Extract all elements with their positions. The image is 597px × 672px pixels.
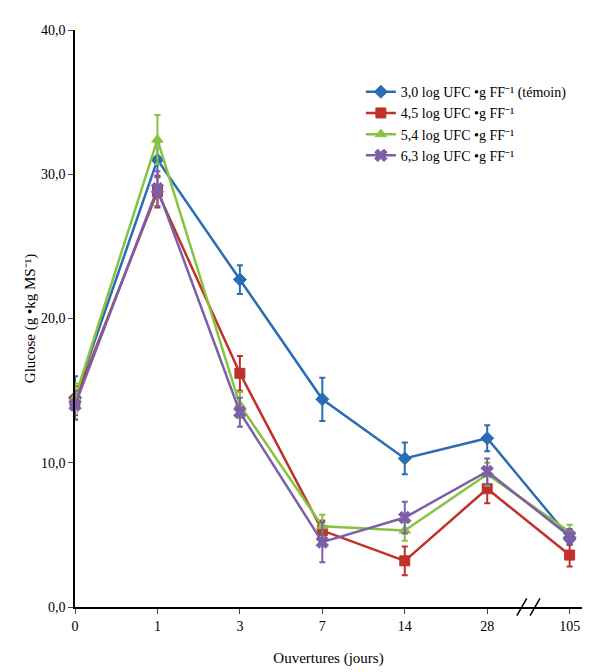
svg-text:28: 28 — [480, 619, 494, 634]
svg-text:40,0: 40,0 — [41, 23, 66, 38]
svg-text:Glucose (g •kg MS⁻¹): Glucose (g •kg MS⁻¹) — [22, 254, 39, 383]
svg-text:14: 14 — [398, 619, 412, 634]
svg-text:10,0: 10,0 — [41, 456, 66, 471]
svg-text:1: 1 — [154, 619, 161, 634]
svg-text:5,4 log UFC •g FF⁻¹: 5,4 log UFC •g FF⁻¹ — [401, 128, 514, 143]
svg-text:30,0: 30,0 — [41, 167, 66, 182]
svg-text:0: 0 — [72, 619, 79, 634]
svg-text:105: 105 — [559, 619, 580, 634]
svg-text:6,3 log UFC •g FF⁻¹: 6,3 log UFC •g FF⁻¹ — [401, 149, 514, 164]
svg-text:0,0: 0,0 — [48, 600, 66, 615]
svg-text:3,0 log UFC •g FF⁻¹ (témoin): 3,0 log UFC •g FF⁻¹ (témoin) — [401, 85, 566, 101]
svg-text:3: 3 — [236, 619, 243, 634]
svg-text:4,5 log UFC •g FF⁻¹: 4,5 log UFC •g FF⁻¹ — [401, 106, 514, 121]
svg-text:Ouvertures (jours): Ouvertures (jours) — [273, 650, 383, 667]
svg-text:20,0: 20,0 — [41, 311, 66, 326]
svg-text:7: 7 — [319, 619, 326, 634]
